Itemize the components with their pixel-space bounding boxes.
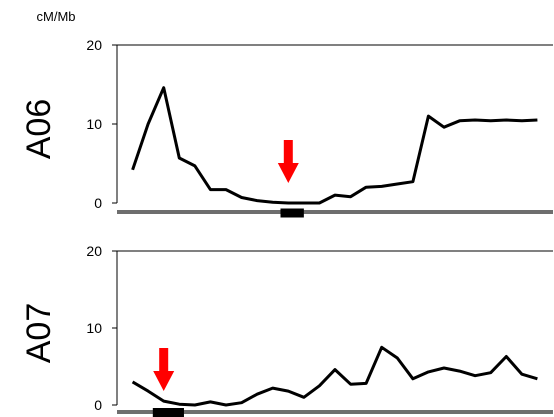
chromosome-bar xyxy=(117,210,553,214)
chromosome-label: A06 xyxy=(20,99,58,160)
panel-a06: 0 10 20 cM/Mb A06 xyxy=(20,9,553,218)
panel-a07: 0 10 20 A07 xyxy=(20,243,553,417)
locus-arrow-icon xyxy=(153,348,175,391)
y-tick-label: 20 xyxy=(86,37,102,53)
y-tick-label: 20 xyxy=(86,243,102,259)
recombination-rate-line xyxy=(131,86,538,205)
y-tick-label: 0 xyxy=(94,195,102,211)
chromosome-label: A07 xyxy=(20,303,58,364)
y-tick-label: 10 xyxy=(86,116,102,132)
y-tick-label: 0 xyxy=(94,397,102,413)
locus-marker xyxy=(152,408,184,417)
y-axis-unit: cM/Mb xyxy=(37,9,76,24)
locus-arrow-icon xyxy=(277,140,299,183)
locus-marker xyxy=(280,208,304,218)
chromosome-bar xyxy=(117,410,553,414)
recombination-rate-line xyxy=(131,345,538,407)
y-tick-label: 10 xyxy=(86,320,102,336)
